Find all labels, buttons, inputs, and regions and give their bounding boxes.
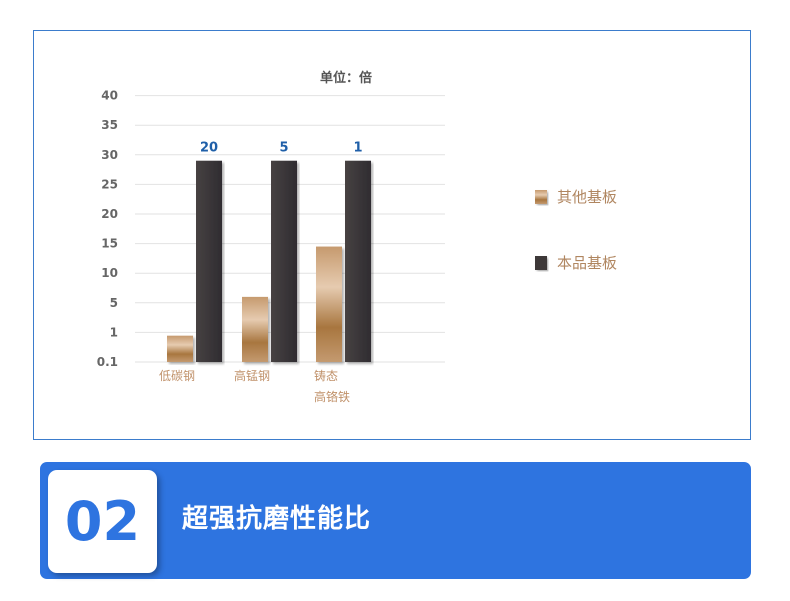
data-label: 20	[200, 141, 218, 156]
chart-frame	[33, 30, 751, 440]
y-tick-label: 35	[101, 118, 118, 132]
bar-product	[345, 160, 371, 362]
section-banner: 02 超强抗磨性能比	[40, 462, 751, 579]
x-tick-label: 高锰钢	[234, 368, 270, 383]
bar-product	[271, 160, 297, 362]
y-tick-label: 25	[101, 177, 118, 191]
bar-other	[167, 335, 193, 362]
bar-other	[242, 296, 268, 362]
y-tick-label: 10	[101, 266, 118, 280]
y-tick-label: 5	[110, 296, 118, 310]
legend-swatch	[535, 190, 547, 204]
x-tick-label: 低碳钢	[159, 369, 195, 383]
section-number: 02	[48, 470, 157, 573]
section-title: 超强抗磨性能比	[182, 504, 372, 534]
data-label: 5	[279, 141, 288, 156]
y-tick-label: 40	[101, 89, 118, 103]
x-tick-label: 高铬铁	[314, 389, 350, 404]
y-tick-label: 20	[101, 207, 118, 221]
x-tick-label: 铸态	[314, 368, 338, 383]
y-tick-label: 15	[101, 237, 118, 251]
y-tick-label: 1	[110, 325, 118, 339]
chart-title: 单位：倍	[320, 70, 372, 86]
y-tick-label: 30	[101, 148, 118, 162]
legend-label: 其他基板	[557, 188, 617, 206]
bar-chart: 单位：倍 0.1151015202530354020低碳钢5高锰钢1铸态高铬铁其…	[97, 70, 617, 404]
legend-swatch	[535, 256, 547, 270]
data-label: 1	[353, 141, 362, 156]
legend-label: 本品基板	[557, 254, 617, 272]
bar-product	[196, 160, 222, 362]
y-tick-label: 0.1	[97, 355, 118, 369]
bar-other	[316, 246, 342, 362]
